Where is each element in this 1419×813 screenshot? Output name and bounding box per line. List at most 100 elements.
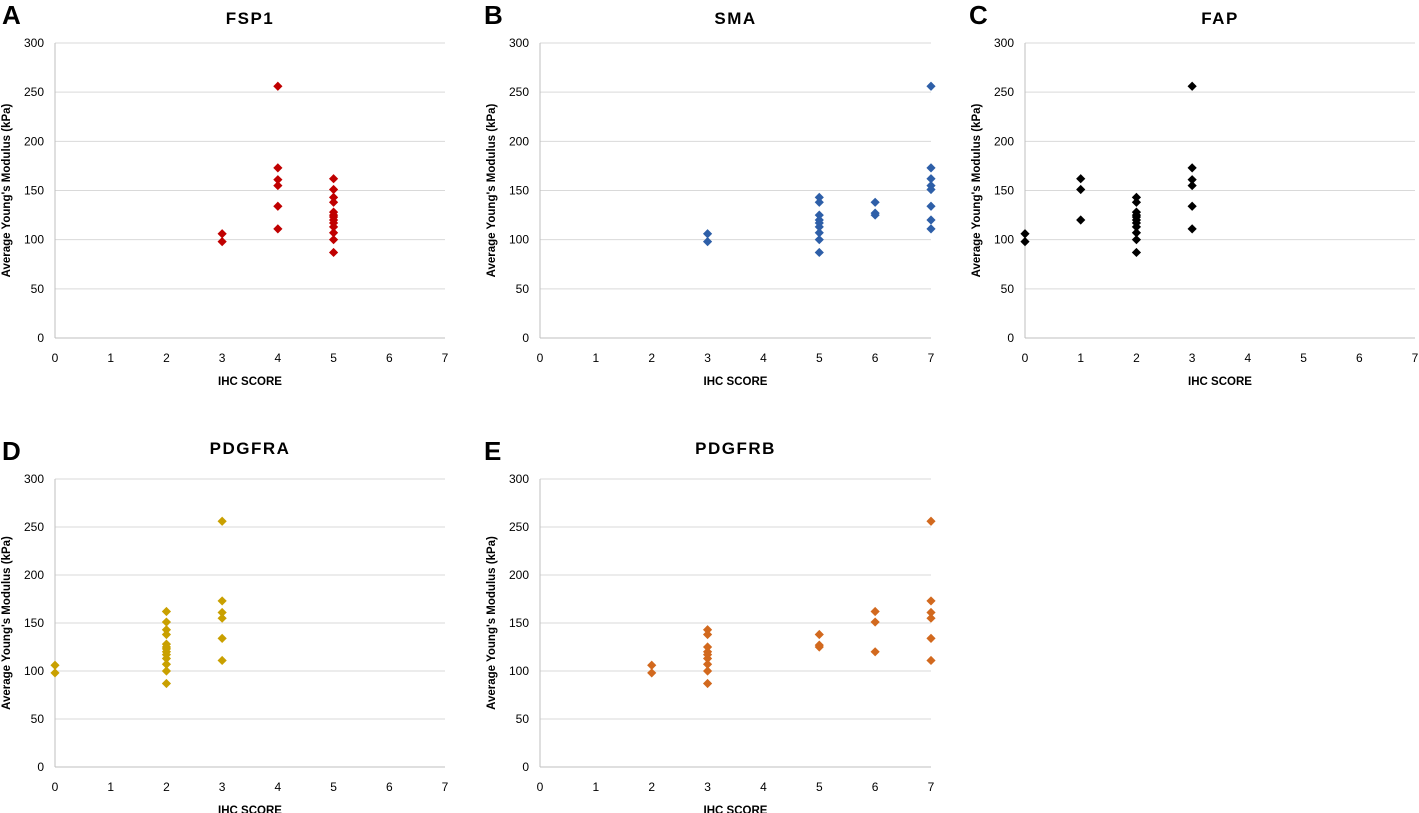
x-tick-label: 1 [593, 351, 600, 365]
y-tick-label: 100 [509, 664, 529, 678]
x-tick-label: 1 [107, 351, 114, 365]
data-point [926, 596, 936, 606]
y-axis-title: Average Young's Modulus (kPa) [486, 536, 498, 710]
y-tick-label: 300 [24, 472, 44, 486]
panel-letter: E [484, 436, 501, 466]
x-tick-label: 4 [760, 351, 767, 365]
data-point [328, 174, 339, 184]
x-tick-label: 2 [1133, 351, 1140, 365]
chart-panel-sma: B SMA 0 50 100 150 200 250 300 0 1 2 3 4 5 6 7 IHC SCORE A… [484, 0, 936, 388]
x-tick-label: 5 [1300, 351, 1307, 365]
panel-letter: B [484, 0, 503, 30]
y-tick-label: 150 [509, 616, 529, 630]
x-tick-label: 1 [107, 780, 114, 794]
x-tick-label: 3 [219, 780, 226, 794]
y-tick-label: 0 [1007, 331, 1014, 345]
x-tick-label: 4 [760, 780, 767, 794]
data-point [926, 607, 936, 618]
y-tick-label: 0 [522, 760, 529, 774]
y-axis-title: Average Young's Modulus (kPa) [486, 103, 498, 277]
x-tick-label: 2 [163, 351, 170, 365]
y-tick-label: 200 [994, 134, 1014, 148]
x-tick-label: 7 [928, 351, 935, 365]
data-point [161, 659, 172, 669]
data-point [50, 668, 60, 678]
data-point [1131, 247, 1142, 258]
data-point [926, 184, 936, 195]
data-point [647, 660, 657, 670]
data-point [328, 235, 339, 245]
y-tick-label: 100 [24, 233, 44, 247]
chart-panel-pdgfra: D PDGFRA 0 50 100 150 200 250 300 0 1 2 3 4 5 6 7 IHC SCO… [1, 436, 449, 813]
data-point [647, 668, 657, 678]
data-point [702, 659, 713, 669]
data-point [1187, 81, 1197, 91]
chart-title: FSP1 [226, 9, 275, 28]
y-tick-label: 150 [509, 184, 529, 198]
x-tick-label: 4 [275, 780, 282, 794]
x-tick-label: 2 [648, 780, 655, 794]
data-point [161, 653, 172, 664]
y-tick-label: 150 [24, 616, 44, 630]
x-tick-label: 1 [1077, 351, 1084, 365]
y-axis-title: Average Young's Modulus (kPa) [1, 536, 13, 710]
x-axis-title: IHC SCORE [218, 805, 282, 813]
data-point [926, 613, 936, 623]
y-tick-label: 100 [994, 233, 1014, 247]
x-tick-label: 6 [386, 351, 393, 365]
data-point [1131, 222, 1142, 232]
data-point [273, 180, 283, 191]
data-point [702, 629, 713, 640]
x-tick-label: 0 [1022, 351, 1029, 365]
x-tick-label: 5 [330, 780, 337, 794]
data-point [926, 224, 936, 234]
data-point [1187, 180, 1197, 191]
x-tick-label: 7 [442, 780, 449, 794]
data-point [161, 666, 172, 676]
data-point [217, 516, 227, 526]
x-tick-label: 1 [593, 780, 600, 794]
x-tick-label: 3 [219, 351, 226, 365]
y-tick-label: 50 [516, 712, 530, 726]
data-point [1020, 237, 1030, 247]
y-tick-label: 250 [509, 85, 529, 99]
data-point [273, 224, 283, 234]
x-tick-label: 3 [704, 780, 711, 794]
data-point [328, 228, 339, 238]
y-tick-label: 300 [509, 472, 529, 486]
data-point [1076, 215, 1086, 225]
data-point [870, 197, 880, 207]
data-point [814, 629, 824, 640]
data-point [926, 215, 936, 225]
y-tick-label: 250 [994, 85, 1014, 99]
data-point [702, 653, 713, 664]
data-point [702, 229, 713, 239]
y-tick-label: 250 [509, 520, 529, 534]
data-point [1131, 197, 1142, 207]
data-point [926, 81, 936, 91]
chart-title: PDGFRA [210, 439, 291, 458]
y-tick-label: 50 [1001, 282, 1015, 296]
data-point [926, 163, 936, 173]
data-point [1020, 229, 1030, 239]
data-point [217, 596, 227, 606]
y-tick-label: 250 [24, 85, 44, 99]
x-tick-label: 0 [537, 780, 544, 794]
y-tick-label: 150 [994, 184, 1014, 198]
data-point [870, 617, 880, 627]
y-tick-label: 50 [516, 282, 530, 296]
y-tick-label: 0 [37, 331, 44, 345]
data-point [217, 633, 227, 643]
panel-letter: C [969, 0, 988, 30]
data-point [161, 625, 172, 635]
data-point [814, 235, 824, 245]
chart-title: FAP [1201, 9, 1239, 28]
chart-title: SMA [714, 9, 756, 28]
y-axis-title: Average Young's Modulus (kPa) [1, 103, 13, 277]
data-point [50, 660, 60, 670]
data-point [814, 228, 824, 238]
x-tick-label: 2 [163, 780, 170, 794]
y-tick-label: 300 [509, 36, 529, 50]
x-tick-label: 5 [330, 351, 337, 365]
x-tick-label: 7 [928, 780, 935, 794]
